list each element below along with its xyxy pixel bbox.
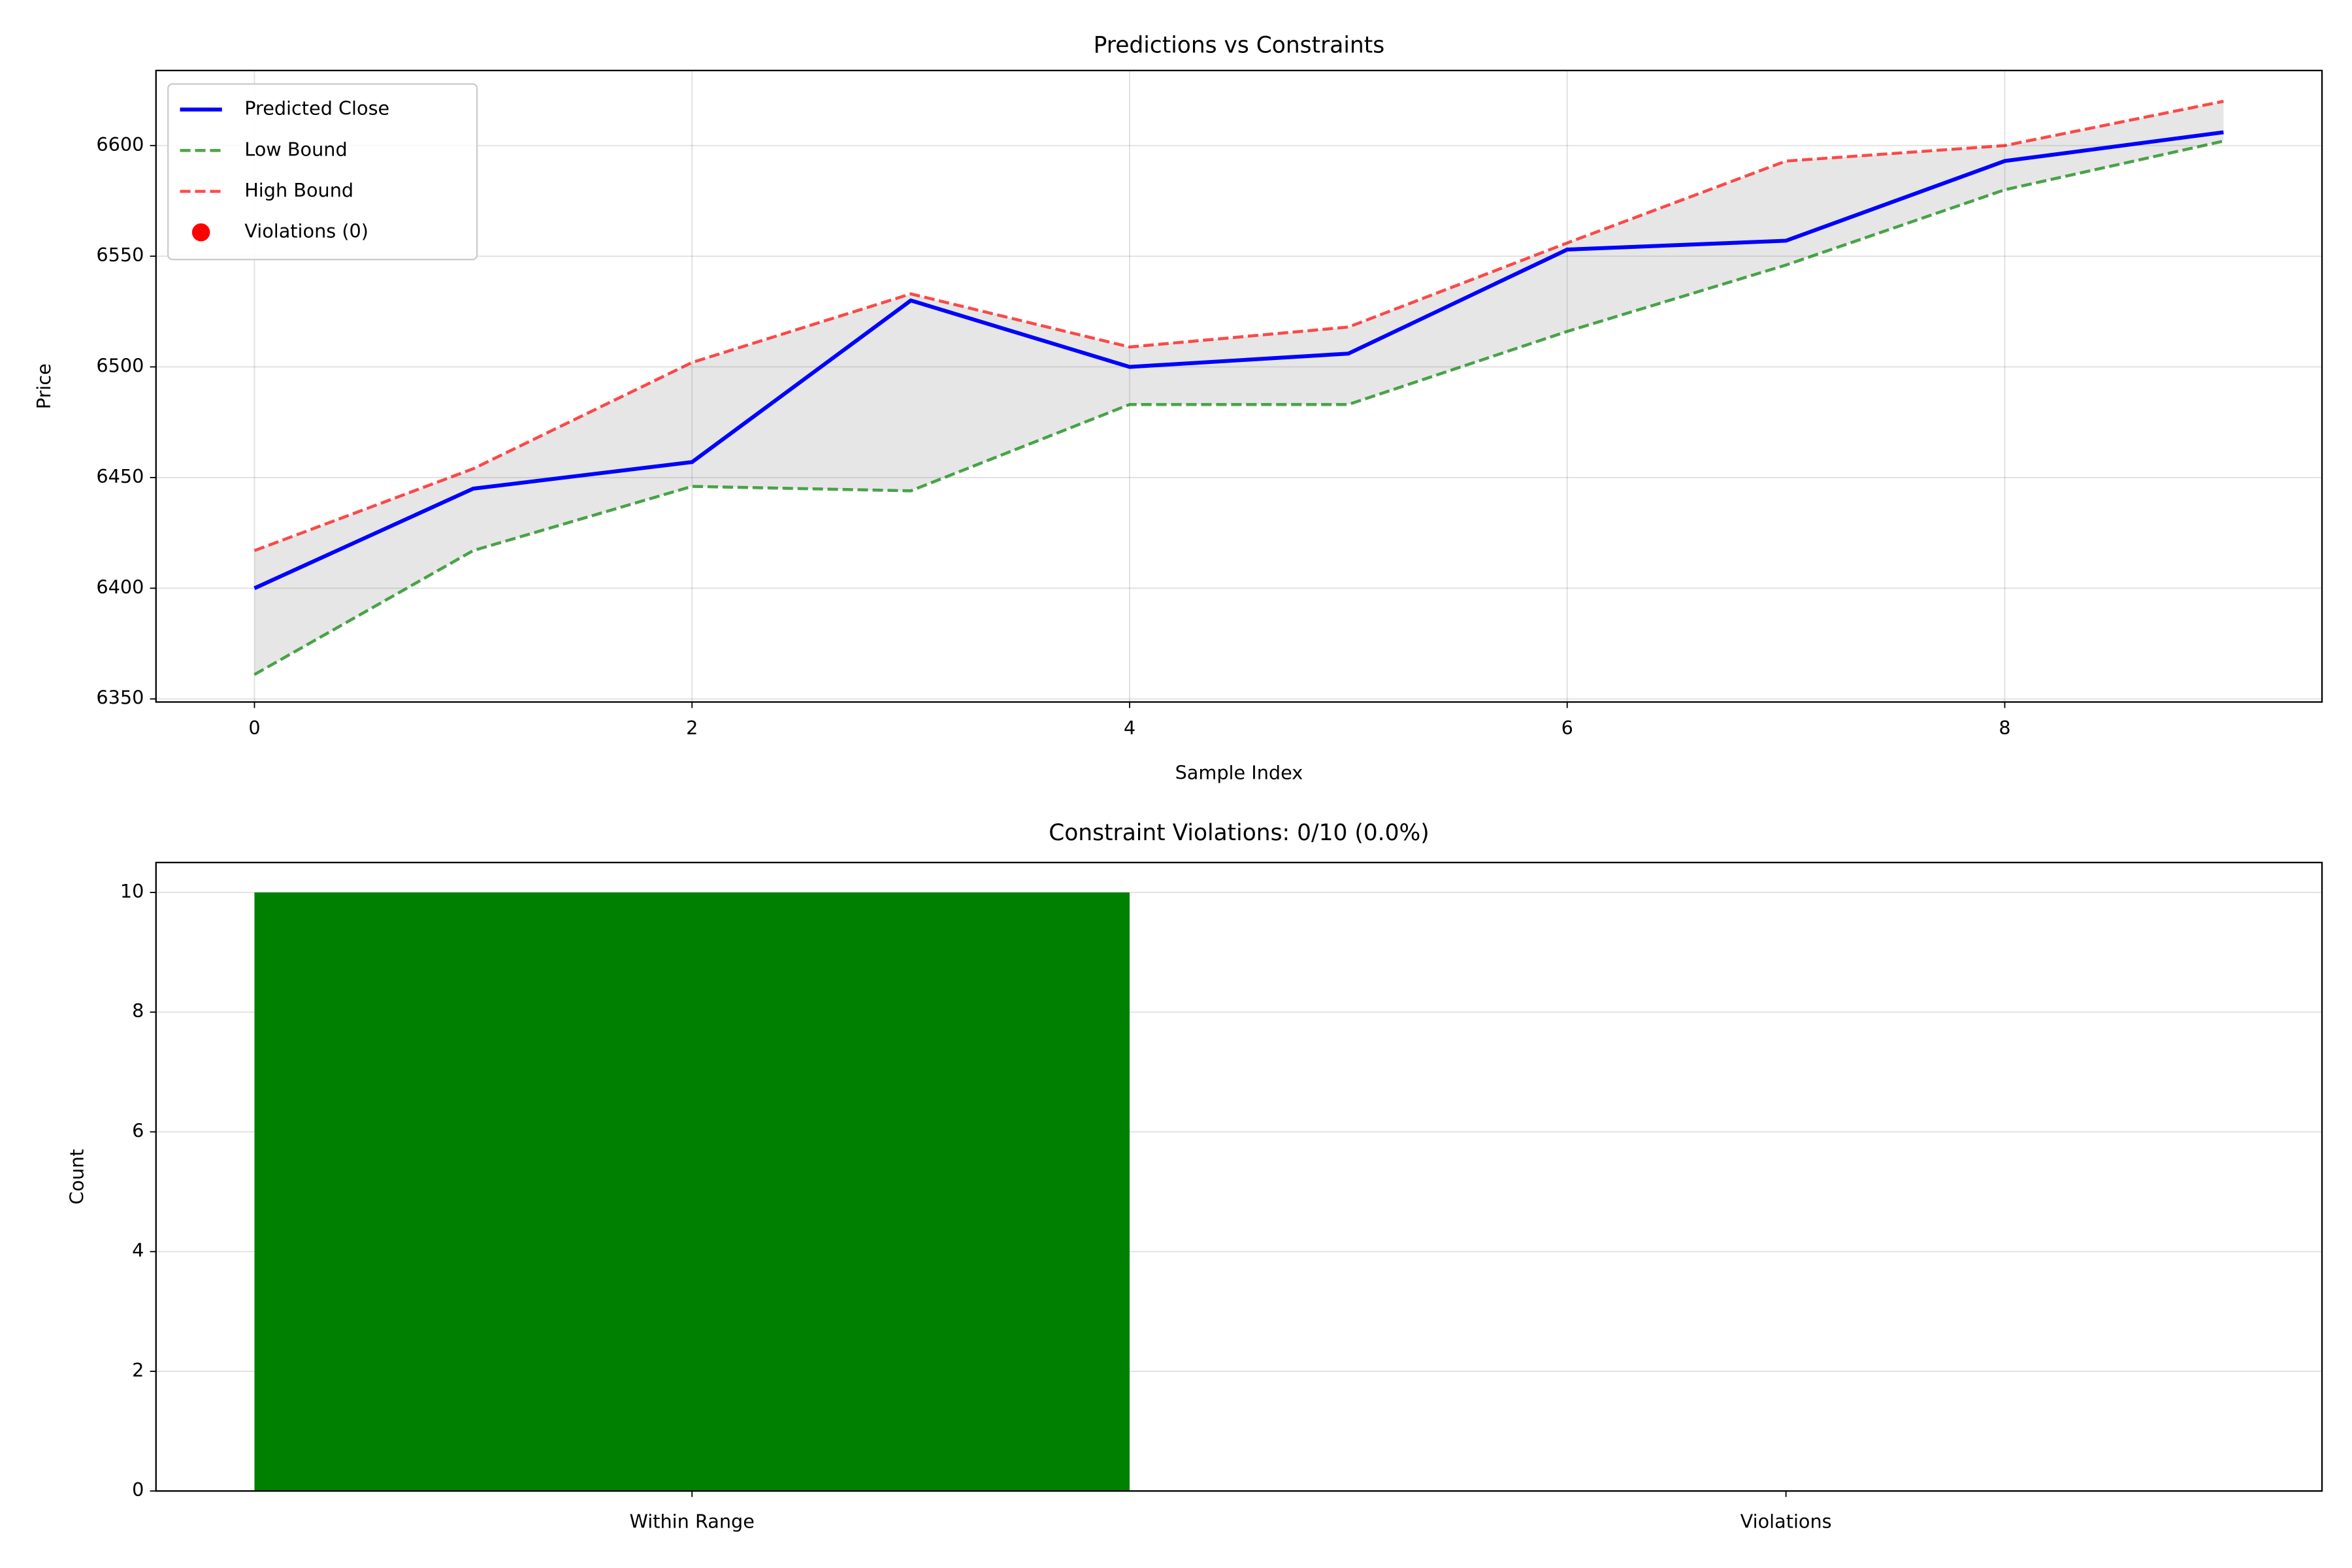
y-axis-label: Price — [33, 363, 55, 409]
x-tick-label: 6 — [1561, 717, 1573, 739]
legend-marker — [191, 223, 210, 242]
x-tick-label: Within Range — [630, 1510, 755, 1532]
legend-box — [167, 83, 478, 261]
x-tick-label: 4 — [1124, 717, 1135, 739]
y-tick-label: 6500 — [96, 355, 144, 377]
y-tick-label: 0 — [132, 1478, 144, 1501]
axes-frame — [155, 862, 2323, 1492]
y-axis-label: Count — [65, 1149, 88, 1205]
y-tick-label: 6350 — [96, 687, 144, 709]
y-tick-label: 6600 — [96, 133, 144, 155]
x-tick-label: 0 — [248, 717, 260, 739]
legend-label: Predicted Close — [244, 97, 389, 120]
y-tick-label: 6400 — [96, 576, 144, 598]
axes-frame — [155, 69, 2323, 703]
legend-label: High Bound — [244, 179, 353, 201]
series-line — [253, 139, 2224, 676]
x-tick-label: 8 — [1999, 717, 2010, 739]
y-tick-label: 2 — [132, 1359, 144, 1381]
legend-label: Low Bound — [244, 138, 347, 160]
y-tick-label: 10 — [120, 880, 144, 902]
chart-title: Predictions vs Constraints — [1094, 33, 1385, 59]
chart-title: Constraint Violations: 0/10 (0.0%) — [1049, 820, 1429, 846]
x-tick-label: Violations — [1740, 1510, 1832, 1532]
series-line — [253, 130, 2224, 591]
y-tick-label: 6450 — [96, 465, 144, 487]
y-tick-label: 8 — [132, 1000, 144, 1022]
x-axis-label: Sample Index — [1175, 762, 1303, 784]
x-tick-label: 2 — [686, 717, 698, 739]
y-tick-label: 6550 — [96, 244, 144, 266]
bar — [254, 892, 1130, 1492]
legend-label: Violations (0) — [244, 220, 368, 242]
y-tick-label: 4 — [132, 1239, 144, 1262]
series-line — [253, 99, 2224, 552]
y-tick-label: 6 — [132, 1119, 144, 1141]
